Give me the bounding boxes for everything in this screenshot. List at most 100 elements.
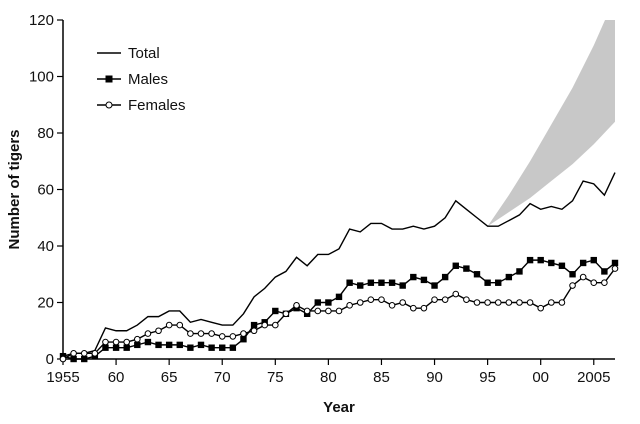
females-point: [601, 279, 608, 287]
males-point: [495, 279, 502, 286]
total-line: [62, 172, 616, 357]
x-tick-label: 00: [532, 369, 549, 386]
females-point: [250, 327, 258, 335]
males-point: [314, 299, 321, 306]
males-point: [484, 279, 491, 286]
females-point: [420, 304, 428, 312]
x-tick-label: 1955: [46, 369, 79, 386]
x-tick-label: 60: [108, 369, 125, 386]
females-point: [187, 330, 194, 337]
females-point: [516, 299, 523, 306]
females-point: [473, 299, 481, 306]
females-point: [176, 321, 184, 329]
females-point: [526, 299, 534, 306]
females-point: [303, 307, 311, 315]
legend-females-label: Females: [128, 97, 186, 114]
females-point: [367, 296, 375, 303]
males-point: [558, 262, 566, 269]
females-point: [102, 338, 109, 346]
males-point: [537, 256, 544, 264]
males-point: [367, 279, 375, 286]
males-point: [452, 262, 459, 269]
females-point: [218, 333, 226, 340]
y-tick-label: 20: [37, 295, 54, 312]
x-tick-label: 90: [426, 369, 443, 386]
males-point: [219, 344, 226, 351]
series-layer: [59, 172, 619, 363]
females-point: [579, 273, 587, 281]
females-point: [410, 304, 417, 312]
males-point: [463, 265, 470, 272]
females-point: [590, 279, 598, 287]
females-point: [484, 299, 491, 306]
females-point: [272, 321, 279, 329]
x-tick-label: 80: [320, 369, 337, 386]
males-point: [325, 299, 332, 306]
males-point: [208, 344, 215, 351]
legend-males-marker: [105, 75, 113, 83]
males-point: [165, 341, 173, 349]
males-point: [579, 259, 587, 267]
y-tick-label: 40: [37, 238, 54, 255]
legend-males-label: Males: [128, 71, 168, 88]
males-point: [112, 344, 120, 351]
y-tick-label: 100: [29, 69, 54, 86]
projection-band-layer: [487, 20, 615, 227]
legend-total-label: Total: [128, 45, 160, 62]
females-point: [537, 304, 544, 312]
males-point: [441, 273, 449, 281]
males-point: [272, 307, 279, 315]
females-point: [548, 299, 555, 306]
males-point: [102, 344, 109, 351]
females-point: [155, 327, 162, 335]
females-point: [399, 299, 406, 306]
males-point: [229, 344, 237, 351]
projection-band: [487, 20, 615, 227]
females-point: [197, 330, 205, 337]
females-point: [505, 299, 513, 306]
females-point: [346, 302, 353, 309]
legend: Total Males Females: [97, 45, 186, 114]
females-point: [134, 335, 141, 343]
females-point: [229, 333, 237, 340]
x-tick-label: 95: [479, 369, 496, 386]
females-point: [314, 307, 322, 315]
males-point: [250, 321, 258, 329]
females-point: [282, 310, 290, 318]
males-point: [548, 259, 555, 267]
males-point: [590, 256, 597, 264]
males-point: [176, 341, 183, 349]
x-tick-label: 2005: [577, 369, 610, 386]
females-point: [208, 330, 215, 337]
females-point: [431, 296, 438, 303]
x-tick-label: 75: [267, 369, 284, 386]
females-point: [70, 350, 77, 357]
females-point: [112, 338, 120, 346]
males-point: [431, 282, 438, 289]
males-point: [526, 256, 534, 264]
females-point: [144, 330, 152, 337]
females-point: [378, 296, 385, 303]
males-point: [569, 271, 576, 278]
females-point: [165, 321, 173, 329]
males-point: [81, 355, 88, 363]
females-point: [325, 307, 332, 315]
females-point: [80, 350, 88, 357]
males-point: [155, 341, 162, 349]
females-point: [452, 290, 460, 298]
females-point: [240, 330, 247, 337]
males-point: [601, 268, 608, 275]
males-point: [388, 279, 396, 286]
females-point: [335, 307, 343, 315]
females-point: [441, 296, 449, 303]
males-point: [378, 279, 385, 286]
females-point: [293, 302, 300, 309]
y-tick-label: 80: [37, 125, 54, 142]
males-point: [399, 282, 406, 289]
males-point: [420, 276, 428, 284]
y-tick-label: 120: [29, 12, 54, 29]
females-point: [59, 355, 67, 363]
y-axis-title: Number of tigers: [6, 129, 23, 249]
females-point: [388, 302, 396, 309]
